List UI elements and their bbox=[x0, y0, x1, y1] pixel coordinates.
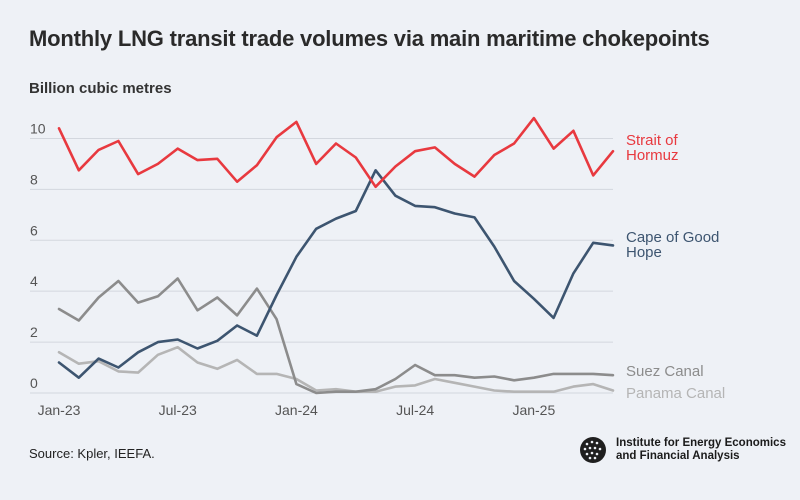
logo-line-2: and Financial Analysis bbox=[616, 450, 740, 462]
y-tick-label: 6 bbox=[30, 222, 38, 238]
x-tick-label: Jan-23 bbox=[38, 402, 81, 418]
logo-line-1: Institute for Energy Economics bbox=[616, 437, 786, 449]
y-tick-label: 0 bbox=[30, 375, 38, 391]
logo-text: Institute for Energy Economics and Finan… bbox=[616, 437, 786, 463]
x-tick-label: Jan-25 bbox=[512, 402, 555, 418]
globe-icon bbox=[580, 437, 606, 463]
source-note: Source: Kpler, IEEFA. bbox=[29, 446, 155, 461]
y-tick-label: 4 bbox=[30, 273, 38, 289]
series-label-strait-of-hormuz: Strait of Hormuz bbox=[626, 132, 679, 164]
series-line-strait-of-hormuz bbox=[57, 116, 615, 189]
ieefa-logo: Institute for Energy Economics and Finan… bbox=[578, 435, 786, 465]
x-tick-label: Jul-24 bbox=[396, 402, 434, 418]
x-tick-label: Jan-24 bbox=[275, 402, 318, 418]
series-label-line: Suez Canal bbox=[626, 363, 704, 380]
y-tick-label: 2 bbox=[30, 324, 38, 340]
series-label-panama-canal: Panama Canal bbox=[626, 385, 725, 402]
series-label-suez-canal: Suez Canal bbox=[626, 363, 704, 380]
series-label-line: Strait of bbox=[626, 132, 679, 149]
series-label-line: Panama Canal bbox=[626, 385, 725, 402]
series-line-panama-canal bbox=[57, 345, 615, 394]
y-tick-label: 8 bbox=[30, 171, 38, 187]
series-label-cape-of-good-hope: Cape of Good Hope bbox=[626, 229, 719, 261]
series-line-cape-of-good-hope bbox=[57, 169, 615, 380]
chart-title: Monthly LNG transit trade volumes via ma… bbox=[29, 26, 710, 51]
series-label-line: Hope bbox=[626, 244, 662, 261]
y-tick-label: 10 bbox=[30, 120, 46, 136]
series-line-suez-canal bbox=[57, 277, 615, 395]
series-label-line: Hormuz bbox=[626, 147, 679, 164]
x-tick-label: Jul-23 bbox=[159, 402, 197, 418]
series-label-line: Cape of Good bbox=[626, 229, 719, 246]
y-axis-unit-label: Billion cubic metres bbox=[29, 80, 172, 97]
